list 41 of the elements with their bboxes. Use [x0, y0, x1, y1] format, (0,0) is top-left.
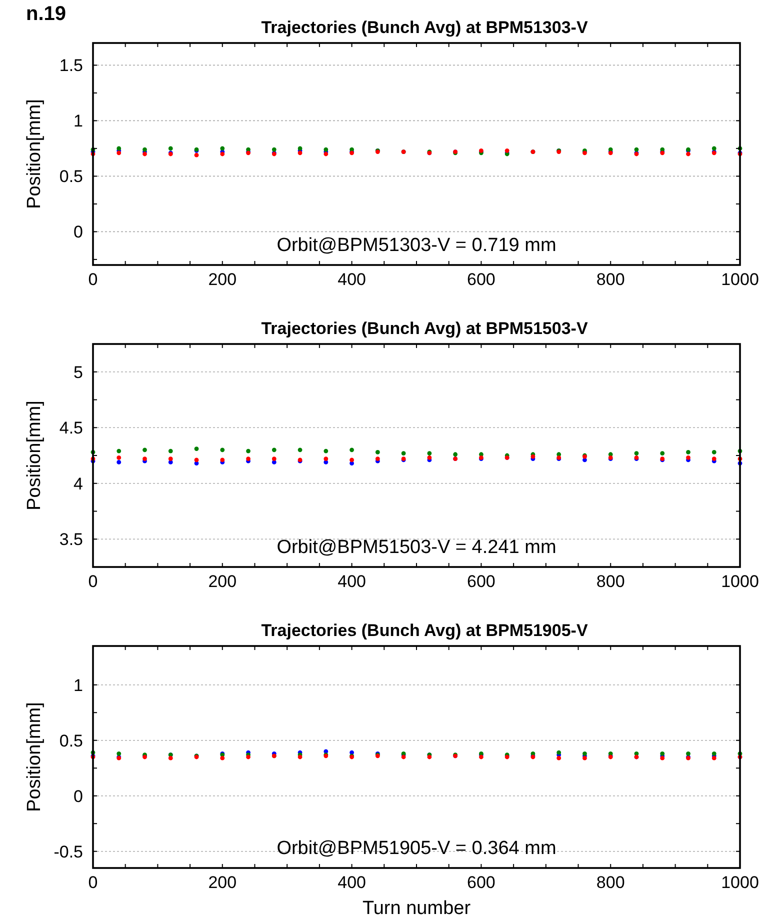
y-axis-title: Position[mm] [24, 99, 45, 209]
x-tick-label: 0 [88, 572, 98, 591]
x-tick-label: 200 [208, 572, 237, 591]
y-tick-label: 0 [74, 222, 83, 242]
y-tick-label: 3.5 [59, 530, 83, 550]
x-tick-label: 1000 [721, 270, 759, 289]
x-axis-title: Turn number [362, 898, 472, 919]
x-tick-label: 400 [338, 572, 366, 591]
annotation: Orbit@BPM51303-V = 0.719 mm [276, 235, 556, 256]
x-tick-label: 1000 [721, 873, 759, 892]
annotation: Orbit@BPM51503-V = 4.241 mm [276, 537, 556, 558]
y-tick-label: 0.5 [59, 731, 83, 750]
y-tick-label: 4 [74, 474, 83, 494]
y-tick-label: 5 [74, 362, 83, 382]
text: n.19 [26, 3, 66, 25]
x-tick-label: 0 [88, 270, 98, 289]
y-tick-label: 1.5 [59, 56, 83, 76]
y-tick-label: 1 [74, 112, 83, 131]
chart-title: Trajectories (Bunch Avg) at BPM51303-V [261, 18, 588, 37]
y-tick-label: 0.5 [59, 167, 83, 186]
x-tick-label: 600 [467, 572, 496, 591]
x-tick-label: 1000 [721, 572, 759, 591]
x-tick-label: 800 [596, 270, 625, 289]
x-tick-label: 0 [88, 873, 98, 892]
y-axis-title: Position[mm] [24, 702, 45, 812]
x-tick-label: 400 [338, 873, 366, 892]
x-tick-label: 600 [467, 270, 496, 289]
x-tick-label: 200 [208, 270, 237, 289]
x-tick-label: 800 [596, 572, 625, 591]
x-tick-label: 600 [467, 873, 496, 892]
x-tick-label: 400 [338, 270, 366, 289]
y-tick-label: 4.5 [59, 418, 83, 438]
chart-title: Trajectories (Bunch Avg) at BPM51905-V [261, 621, 588, 640]
y-tick-label: -0.5 [54, 842, 83, 862]
y-tick-label: 0 [74, 786, 83, 806]
x-tick-label: 200 [208, 873, 237, 892]
y-tick-label: 1 [74, 676, 83, 695]
annotation: Orbit@BPM51905-V = 0.364 mm [276, 838, 556, 859]
chart-title: Trajectories (Bunch Avg) at BPM51503-V [261, 319, 588, 338]
x-tick-label: 800 [596, 873, 625, 892]
y-axis-title: Position[mm] [24, 400, 45, 510]
